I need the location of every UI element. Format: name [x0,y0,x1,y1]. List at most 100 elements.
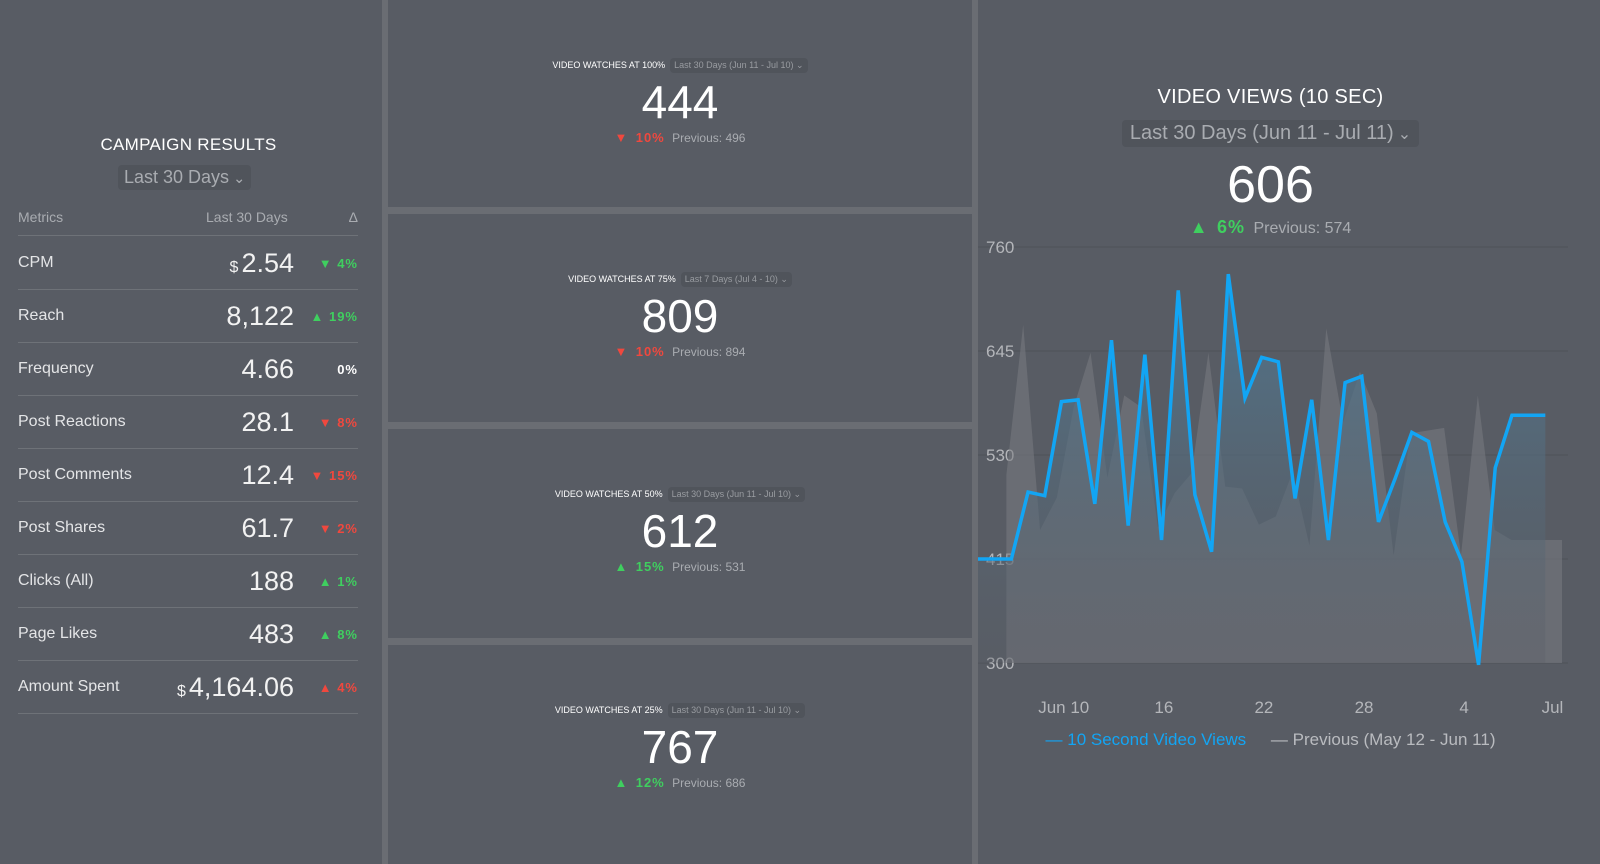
dropdown-label: Last 30 Days [124,167,230,187]
change-percent: 8% [337,627,358,642]
date-range-dropdown[interactable]: Last 30 Days (Jun 11 - Jul 10) ⌄ [667,703,806,718]
metric-change: ▲ 8% [319,627,358,642]
metric-row: Page Likes 483 ▲ 8% [18,608,358,661]
widget-header: VIDEO WATCHES AT 100% Last 30 Days (Jun … [388,58,972,73]
metric-value: 4.66 [238,354,294,385]
current-period-area [978,274,1546,665]
metric-label: Reach [18,307,65,324]
metric-row: Reach 8,122 ▲ 19% [18,290,358,343]
up-arrow-icon: ▲ [1189,217,1209,237]
y-tick-label: 760 [986,238,1014,257]
metric-change: ▲ 12% Previous: 686 [388,775,972,790]
metric-change: ▼ 8% [319,415,358,430]
video-watches-widget: VIDEO WATCHES AT 50% Last 30 Days (Jun 1… [388,429,972,638]
value-text: 28.1 [241,407,294,437]
metric-row: Post Comments 12.4 ▼ 15% [18,449,358,502]
trend-arrow-icon: ▼ [318,521,333,536]
date-range-dropdown[interactable]: Last 7 Days (Jul 4 - 10) ⌄ [680,272,792,287]
trend-arrow-icon: ▲ [614,775,629,790]
trend-arrow-icon: ▼ [318,415,333,430]
change-percent: 4% [337,256,358,271]
widget-title: VIDEO VIEWS (10 SEC) [1157,86,1384,108]
metric-label: Amount Spent [18,678,120,695]
change-percent: 15% [328,468,358,483]
metric-row: Post Shares 61.7 ▼ 2% [18,502,358,555]
date-range-dropdown[interactable]: Last 30 Days (Jun 11 - Jul 11) ⌄ [1121,120,1420,147]
metric-change: ▲ 1% [319,574,358,589]
metric-value: 12.4 [238,460,294,491]
metric-value: 809 [641,290,719,342]
chart-legend: — 10 Second Video Views — Previous (May … [978,730,1563,750]
widget-title: VIDEO WATCHES AT 25% [554,705,663,715]
trend-arrow-icon: ▲ [318,627,333,642]
video-watches-widget: VIDEO WATCHES AT 100% Last 30 Days (Jun … [388,0,972,207]
metric-change: ▼ 10% Previous: 496 [388,130,972,145]
widget-header: VIDEO WATCHES AT 25% Last 30 Days (Jun 1… [388,703,972,718]
metric-label: Frequency [18,360,94,377]
widget-title: VIDEO WATCHES AT 75% [568,274,676,284]
date-range-dropdown[interactable]: Last 30 Days ⌄ [118,165,252,190]
x-tick-label: Jun 10 [1038,698,1089,717]
widget-header: VIDEO WATCHES AT 75% Last 7 Days (Jul 4 … [388,272,972,287]
dropdown-label: Last 7 Days (Jul 4 - 10) [684,274,778,284]
trend-arrow-icon: ▲ [310,309,325,324]
currency-symbol: $ [229,259,239,276]
metric-row: Frequency 4.66 0% [18,343,358,396]
metric-change: ▲ 4% [319,680,358,695]
trend-arrow-icon: ▼ [614,344,629,359]
change-percent: 1% [337,574,358,589]
y-tick-label: 645 [986,342,1014,361]
date-range-dropdown[interactable]: Last 30 Days (Jun 11 - Jul 10) ⌄ [667,487,806,502]
widget-title: CAMPAIGN RESULTS [100,135,277,154]
metric-row: CPM $2.54 ▼ 4% [18,237,358,290]
metric-change: ▲ 6% Previous: 574 [978,217,1563,238]
value-text: 2.54 [241,248,294,278]
change-percent: 0% [337,362,358,377]
dropdown-label: Last 30 Days (Jun 11 - Jul 11) [1129,122,1394,144]
change-percent: 2% [337,521,358,536]
dropdown-label: Last 30 Days (Jun 11 - Jul 10) [671,705,792,715]
value-text: 8,122 [226,301,294,331]
table-header: Metrics Last 30 Days Δ [18,209,358,236]
value-text: 483 [248,619,294,649]
campaign-results-widget: CAMPAIGN RESULTS Last 30 Days ⌄ Metrics L… [0,0,382,864]
video-watches-widget: VIDEO WATCHES AT 25% Last 30 Days (Jun 1… [388,645,972,864]
x-tick-label: Jul 10 [1542,698,1568,717]
metric-change: ▲ 19% [310,309,358,324]
chevron-down-icon: ⌄ [780,274,788,284]
legend-item-current[interactable]: — 10 Second Video Views [1045,730,1247,749]
value-text: 4,164.06 [188,672,294,702]
previous-value: Previous: 686 [672,776,746,790]
legend-item-previous[interactable]: — Previous (May 12 - Jun 11) [1270,730,1496,749]
x-tick-label: 16 [1154,698,1173,717]
legend-label: Previous (May 12 - Jun 11) [1292,730,1496,749]
metric-row: Post Reactions 28.1 ▼ 8% [18,396,358,449]
trend-arrow-icon: ▼ [614,130,629,145]
change-percent: 4% [337,680,358,695]
chevron-down-icon: ⌄ [233,171,246,187]
video-watches-widget: VIDEO WATCHES AT 75% Last 7 Days (Jul 4 … [388,214,972,422]
change-percent: 10% [635,130,665,145]
value-text: 61.7 [241,513,294,543]
value-text: 188 [248,566,294,596]
chevron-down-icon: ⌄ [796,60,804,70]
trend-arrow-icon: ▼ [310,468,325,483]
current-period-line [978,273,1546,666]
metric-value: 188 [246,566,294,597]
previous-value: Previous: 574 [1253,220,1352,237]
change-percent: 8% [337,415,358,430]
metric-label: Post Shares [18,519,106,536]
x-tick-label: 4 [1459,698,1468,717]
metric-row: Clicks (All) 188 ▲ 1% [18,555,358,608]
dropdown-label: Last 30 Days (Jun 11 - Jul 10) [674,60,794,70]
chevron-down-icon: ⌄ [1397,126,1412,143]
previous-value: Previous: 531 [672,560,746,574]
change-percent: 10% [635,344,665,359]
metric-label: Post Reactions [18,413,126,430]
metric-row: Amount Spent $4,164.06 ▲ 4% [18,661,358,714]
metric-value: 61.7 [238,513,294,544]
col-delta: Δ [348,209,358,225]
widget-title: VIDEO WATCHES AT 50% [554,489,663,499]
date-range-dropdown[interactable]: Last 30 Days (Jun 11 - Jul 10) ⌄ [670,58,808,73]
